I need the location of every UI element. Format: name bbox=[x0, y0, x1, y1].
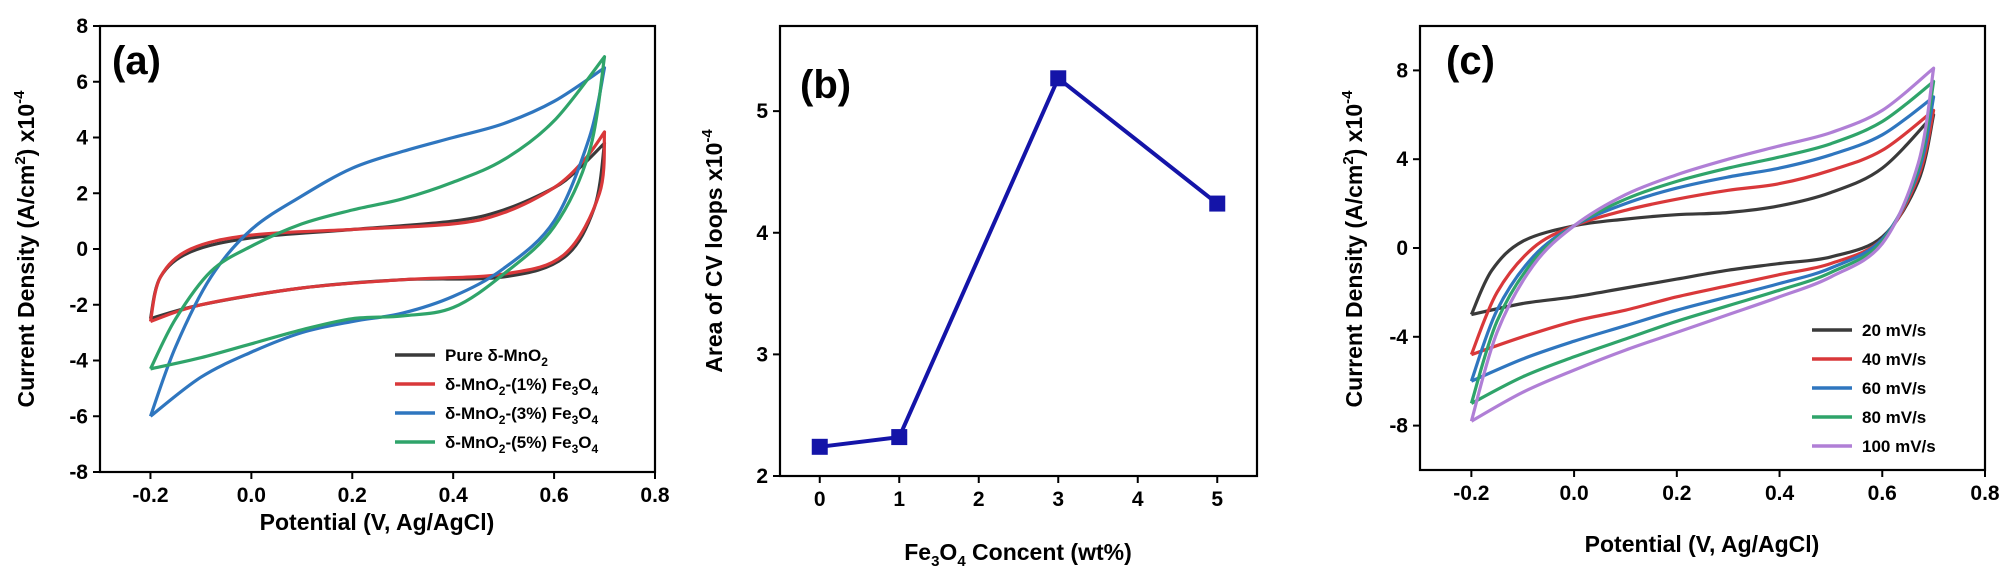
panel-b-y-tick-label: 2 bbox=[756, 465, 768, 488]
panel-a-x-tick-label: 0.2 bbox=[338, 484, 367, 507]
panel-b-x-tick-label: 0 bbox=[814, 488, 826, 511]
panel-b: 0 1 2 3 4 5 2 3 4 5 (b) Fe3O4 Concent (wt%) Area … bbox=[699, 24, 1259, 570]
panel-a-x-tick-label: 0.4 bbox=[439, 484, 469, 507]
panel-b-data-point bbox=[811, 438, 828, 455]
panel-a-x-tick-label: 0.6 bbox=[539, 484, 568, 507]
panel-b-series bbox=[811, 70, 1226, 455]
panel-a-y-tick-label: 0 bbox=[76, 238, 88, 261]
panel-a: -0.2 0.0 0.2 0.4 0.6 0.8 -8 -6 -4 -2 0 2 4 6 8 (a) Pot… bbox=[11, 15, 670, 535]
panel-c-x-axis-label: Potential (V, Ag/AgCl) bbox=[1585, 531, 1820, 557]
panel-a-x-tick-label: 0.0 bbox=[237, 484, 266, 507]
panel-a-y-axis-label: Current Density (A/cm2) x10-4 bbox=[11, 90, 39, 408]
panel-b-y-tick-label: 5 bbox=[756, 100, 768, 123]
panel-c-x-tick-label: 0.4 bbox=[1765, 482, 1795, 505]
panel-b-data-point bbox=[1209, 195, 1226, 212]
panel-c-x-tick-label: 0.6 bbox=[1868, 482, 1897, 505]
panel-b-data-point bbox=[1050, 70, 1067, 87]
panel-a-legend-label: δ-MnO2-(5%) Fe3O4 bbox=[445, 433, 598, 456]
panel-c-label: (c) bbox=[1446, 39, 1495, 83]
panel-a-legend-label: δ-MnO2-(3%) Fe3O4 bbox=[445, 404, 598, 427]
panel-a-y-tick-label: -8 bbox=[69, 461, 88, 484]
panel-c-curves bbox=[1469, 66, 1936, 423]
panel-b-y-axis-label: Area of CV loops x10-4 bbox=[699, 129, 727, 373]
panel-a-cv-curve bbox=[148, 141, 607, 321]
panel-c-legend-label: 80 mV/s bbox=[1862, 408, 1926, 427]
panel-c-cv-curve bbox=[1469, 66, 1936, 423]
panel-a-y-tick-label: -2 bbox=[69, 294, 88, 317]
panel-c-y-tick-label: -8 bbox=[1389, 415, 1408, 438]
panel-b-label: (b) bbox=[800, 63, 851, 107]
panel-a-label: (a) bbox=[112, 39, 161, 83]
panel-c-y-tick-label: 4 bbox=[1396, 148, 1408, 171]
panel-a-legend-label: Pure δ-MnO2 bbox=[445, 346, 548, 369]
panel-c-legend-label: 20 mV/s bbox=[1862, 321, 1926, 340]
panel-a-x-tick-label: 0.8 bbox=[640, 484, 670, 507]
panel-a-y-tick-label: 8 bbox=[76, 15, 88, 38]
panel-b-x-tick-label: 2 bbox=[973, 488, 985, 511]
panel-a-ticks: -0.2 0.0 0.2 0.4 0.6 0.8 -8 -6 -4 -2 0 2 4 6 8 bbox=[69, 15, 670, 507]
panel-b-x-tick-label: 3 bbox=[1052, 488, 1064, 511]
panel-c-ticks: -0.2 0.0 0.2 0.4 0.6 0.8 -8 -4 0 4 8 bbox=[1389, 59, 2000, 505]
panel-c-y-tick-label: 8 bbox=[1396, 59, 1408, 82]
panel-c-legend-label: 60 mV/s bbox=[1862, 379, 1926, 398]
panel-a-y-tick-label: -6 bbox=[69, 405, 88, 428]
panel-a-y-tick-label: 6 bbox=[76, 71, 88, 94]
panel-a-y-tick-label: 2 bbox=[76, 182, 88, 205]
panel-b-y-tick-label: 3 bbox=[756, 343, 768, 366]
panel-b-plot-frame bbox=[778, 24, 1259, 478]
panel-c-x-tick-label: 0.8 bbox=[1970, 482, 2000, 505]
panel-c-y-tick-label: 0 bbox=[1396, 237, 1408, 260]
panel-a-y-tick-label: -4 bbox=[69, 350, 88, 373]
panel-a-legend: Pure δ-MnO2 δ-MnO2-(1%) Fe3O4 δ-MnO2-(3%) … bbox=[395, 346, 598, 456]
panel-a-curves bbox=[148, 55, 607, 418]
panel-b-series-line bbox=[819, 75, 1219, 449]
panel-c-x-tick-label: 0.2 bbox=[1662, 482, 1691, 505]
panel-c-legend: 20 mV/s 40 mV/s 60 mV/s 80 mV/s 100 mV/s bbox=[1812, 321, 1936, 456]
panel-b-x-axis-label: Fe3O4 Concent (wt%) bbox=[904, 539, 1132, 570]
panel-a-x-tick-label: -0.2 bbox=[132, 484, 168, 507]
panel-c-x-tick-label: 0.0 bbox=[1559, 482, 1588, 505]
panel-c-x-tick-label: -0.2 bbox=[1453, 482, 1489, 505]
panel-b-x-tick-label: 1 bbox=[893, 488, 905, 511]
panel-c-y-tick-label: -4 bbox=[1389, 326, 1408, 349]
panel-a-x-axis-label: Potential (V, Ag/AgCl) bbox=[260, 509, 495, 535]
panel-a-cv-curve bbox=[149, 55, 607, 371]
panel-b-ticks: 0 1 2 3 4 5 2 3 4 5 bbox=[756, 100, 1223, 511]
panel-a-legend-label: δ-MnO2-(1%) Fe3O4 bbox=[445, 375, 598, 398]
panel-c-cv-curve bbox=[1469, 108, 1936, 357]
panel-c-legend-label: 40 mV/s bbox=[1862, 350, 1926, 369]
panel-b-data-point bbox=[891, 429, 908, 446]
panel-c: -0.2 0.0 0.2 0.4 0.6 0.8 -8 -4 0 4 8 (c) Potential… bbox=[1339, 24, 2000, 557]
panel-c-legend-label: 100 mV/s bbox=[1862, 437, 1936, 456]
panel-a-y-tick-label: 4 bbox=[76, 127, 88, 150]
panel-b-x-tick-label: 4 bbox=[1132, 488, 1144, 511]
panel-b-x-tick-label: 5 bbox=[1211, 488, 1223, 511]
panel-b-y-tick-label: 4 bbox=[756, 222, 768, 245]
panel-c-y-axis-label: Current Density (A/cm2) x10-4 bbox=[1339, 90, 1367, 408]
